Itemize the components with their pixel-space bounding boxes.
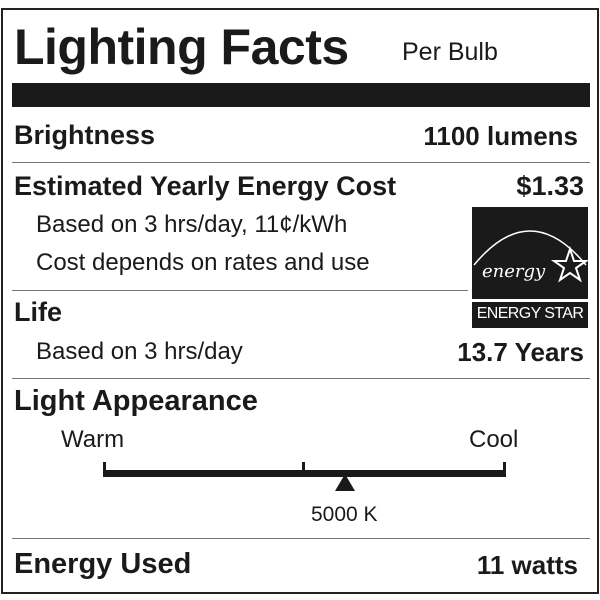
- life-value: 13.7 Years: [457, 337, 584, 367]
- divider: [12, 290, 468, 291]
- energy-used-label: Energy Used: [14, 548, 192, 580]
- energy-cost-note-rates: Cost depends on rates and use: [36, 249, 370, 276]
- title-bar-divider: [12, 83, 590, 107]
- divider: [12, 378, 590, 379]
- life-note: Based on 3 hrs/day: [36, 338, 243, 365]
- per-bulb-label: Per Bulb: [402, 38, 498, 66]
- label-frame: [1, 8, 599, 594]
- warm-label: Warm: [61, 426, 125, 453]
- brightness-label: Brightness: [14, 120, 156, 150]
- scale-tick-mid: [302, 462, 305, 477]
- life-label: Life: [14, 297, 63, 327]
- divider: [12, 162, 590, 163]
- energy-star-icon: energy: [472, 207, 590, 328]
- color-temperature-value: 5000 K: [311, 503, 378, 526]
- energy-cost-value: $1.33: [516, 171, 584, 201]
- energy-cost-note-rate: Based on 3 hrs/day, 11¢/kWh: [36, 211, 348, 238]
- divider: [12, 538, 590, 539]
- scale-tick-cool: [503, 462, 506, 477]
- scale-tick-warm: [103, 462, 106, 477]
- energy-cost-label: Estimated Yearly Energy Cost: [14, 171, 397, 201]
- energy-used-value: 11 watts: [476, 550, 578, 580]
- energy-star-logo: energy ENERGY STAR: [472, 207, 590, 328]
- light-appearance-label: Light Appearance: [14, 385, 258, 417]
- svg-text:energy: energy: [482, 261, 546, 282]
- page-title: Lighting Facts: [14, 19, 349, 75]
- brightness-value: 1100 lumens: [423, 121, 578, 151]
- cool-label: Cool: [469, 426, 519, 453]
- energy-star-label: ENERGY STAR: [476, 305, 584, 322]
- color-temperature-marker-icon: [334, 474, 355, 491]
